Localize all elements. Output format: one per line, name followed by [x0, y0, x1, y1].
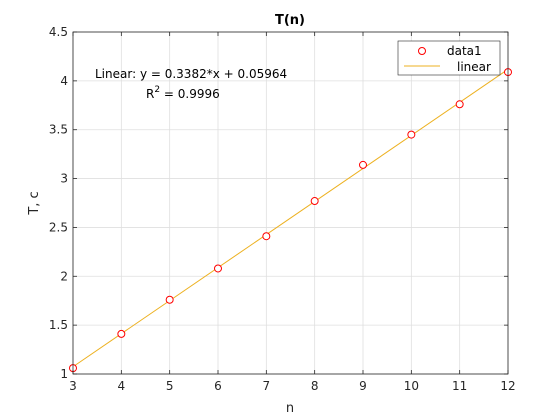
x-tick-label: 7 — [263, 379, 271, 393]
x-tick-label: 9 — [359, 379, 367, 393]
y-tick-label: 1.5 — [49, 318, 68, 332]
r-squared-superscript: 2 — [154, 85, 160, 95]
y-tick-label: 1 — [60, 367, 68, 381]
plot-frame — [72, 31, 509, 375]
y-tick-label: 4.5 — [49, 25, 68, 39]
r-squared-value: = 0.9996 — [160, 87, 220, 101]
x-tick-label: 5 — [166, 379, 174, 393]
fit-line-layer — [72, 68, 509, 368]
y-tick-label: 4 — [60, 74, 68, 88]
x-tick-label: 10 — [404, 379, 419, 393]
x-tick-label: 6 — [214, 379, 222, 393]
linear-fit-line — [72, 68, 509, 368]
legend-data1-label: data1 — [447, 44, 482, 58]
fit-equation: Linear: y = 0.3382*x + 0.05964 — [95, 67, 287, 81]
data-point — [165, 295, 174, 304]
y-tick-label: 2 — [60, 269, 68, 283]
data-point — [455, 100, 464, 109]
x-tick-label: 4 — [118, 379, 126, 393]
x-tick-label: 12 — [500, 379, 515, 393]
legend-data1-marker — [418, 47, 426, 55]
axis-ticks: 3 4 5 6 7 8 9 10 11 12 1 1.5 2 2.5 3 3.5 4 4.5 — [49, 25, 516, 393]
x-tick-label: 8 — [311, 379, 319, 393]
r-squared-annotation: R2 = 0.9996 — [146, 85, 220, 101]
data-point — [310, 197, 319, 206]
legend-box — [397, 40, 501, 76]
x-tick-label: 3 — [69, 379, 77, 393]
x-tick-label: 11 — [452, 379, 467, 393]
chart-title: T(n) — [275, 13, 305, 28]
y-tick-label: 3 — [60, 172, 68, 186]
data-point — [214, 264, 222, 273]
y-tick-label: 3.5 — [49, 123, 68, 137]
data-point — [117, 329, 126, 338]
y-tick-label: 2.5 — [49, 220, 68, 234]
r-squared-symbol: R — [146, 87, 154, 101]
x-axis-label: n — [286, 401, 294, 416]
legend-linear-label: linear — [457, 60, 491, 74]
data-markers — [69, 68, 512, 373]
data-point — [407, 130, 416, 139]
legend: data1 linear — [397, 40, 501, 76]
y-axis-label: T, c — [27, 191, 42, 215]
data-point — [359, 160, 367, 169]
data-point — [262, 232, 271, 241]
